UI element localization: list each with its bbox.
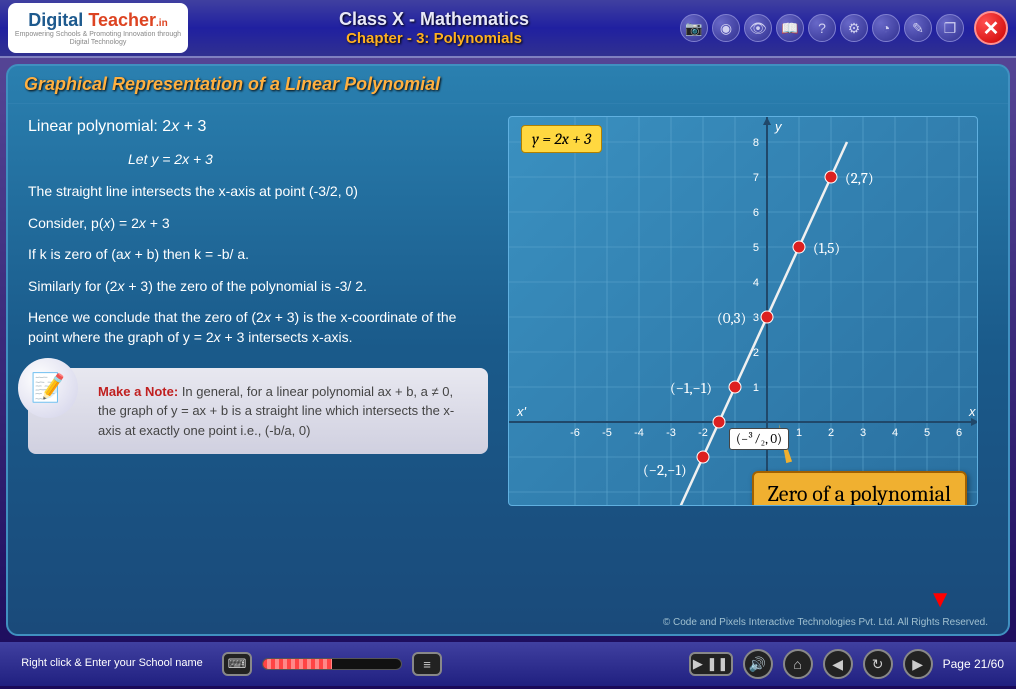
- svg-text:8: 8: [753, 137, 759, 149]
- class-title: Class X - Mathematics: [188, 9, 680, 30]
- logo: Digital Teacher.in Empowering Schools & …: [8, 3, 188, 53]
- svg-text:-4: -4: [634, 427, 644, 439]
- section-title: Graphical Representation of a Linear Pol…: [8, 66, 1008, 104]
- svg-text:7: 7: [753, 172, 759, 184]
- svg-text:3: 3: [753, 312, 759, 324]
- line-1: Linear polynomial: 2x + 3: [28, 116, 488, 138]
- chapter-title: Chapter - 3: Polynomials: [188, 30, 680, 47]
- sound-button[interactable]: 🔊: [743, 649, 773, 679]
- logo-word-1: Digital: [28, 10, 83, 30]
- clock-icon[interactable]: ◔: [872, 14, 900, 42]
- copyright: © Code and Pixels Interactive Technologi…: [663, 617, 988, 628]
- header-bar: Digital Teacher.in Empowering Schools & …: [0, 0, 1016, 58]
- note-title: Make a Note:: [98, 384, 182, 399]
- svg-text:1: 1: [753, 382, 759, 394]
- svg-text:-3: -3: [666, 427, 676, 439]
- list-icon[interactable]: ≡: [412, 652, 442, 676]
- svg-text:3: 3: [860, 427, 866, 439]
- svg-text:-2: -2: [698, 427, 708, 439]
- graph-column: y = 2x + 3 -6-5-4-3-2-112345612345678xx'…: [508, 116, 988, 582]
- tool-icon[interactable]: ✎: [904, 14, 932, 42]
- svg-text:y: y: [774, 119, 783, 134]
- line-3: Consider, p(x) = 2x + 3: [28, 214, 488, 234]
- svg-text:(1,5): (1,5): [813, 239, 840, 257]
- gear-icon[interactable]: ⚙: [840, 14, 868, 42]
- svg-text:5: 5: [924, 427, 930, 439]
- reload-button[interactable]: ↻: [863, 649, 893, 679]
- play-pause-button[interactable]: ▶ ❚❚: [689, 652, 733, 676]
- progress-bar[interactable]: [262, 658, 402, 670]
- eye-icon[interactable]: 👁: [744, 14, 772, 42]
- svg-text:-5: -5: [602, 427, 612, 439]
- camera-icon[interactable]: 📷: [680, 14, 708, 42]
- disc-icon[interactable]: ◉: [712, 14, 740, 42]
- note-box: 📝 Make a Note: In general, for a linear …: [28, 368, 488, 455]
- note-icon: 📝: [18, 358, 78, 418]
- window-icon[interactable]: ❐: [936, 14, 964, 42]
- toolbar: 📷 ◉ 👁 📖 ? ⚙ ◔ ✎ ❐: [680, 14, 964, 42]
- svg-text:-6: -6: [570, 427, 580, 439]
- svg-text:x: x: [968, 404, 976, 419]
- content-panel: Graphical Representation of a Linear Pol…: [6, 64, 1010, 636]
- book-icon[interactable]: 📖: [776, 14, 804, 42]
- zero-point-label: (−³⁄₂, 0): [729, 428, 789, 450]
- next-button[interactable]: ▶: [903, 649, 933, 679]
- logo-word-2: Teacher: [88, 10, 156, 30]
- let-equation: Let y = 2x + 3: [28, 150, 488, 170]
- svg-text:5: 5: [753, 242, 759, 254]
- line-5: Similarly for (2x + 3) the zero of the p…: [28, 277, 488, 297]
- line-6: Hence we conclude that the zero of (2x +…: [28, 308, 488, 347]
- svg-text:x': x': [516, 404, 527, 419]
- body-area: Linear polynomial: 2x + 3 Let y = 2x + 3…: [8, 104, 1008, 594]
- title-area: Class X - Mathematics Chapter - 3: Polyn…: [188, 9, 680, 47]
- svg-text:(−1,−1): (−1,−1): [670, 379, 712, 397]
- line-4: If k is zero of (ax + b) then k = -b/ a.: [28, 245, 488, 265]
- close-button[interactable]: ✕: [974, 11, 1008, 45]
- svg-text:2: 2: [828, 427, 834, 439]
- zero-badge: Zero of a polynomial: [752, 471, 967, 506]
- svg-text:6: 6: [956, 427, 962, 439]
- svg-text:4: 4: [753, 277, 759, 289]
- logo-tagline: Empowering Schools & Promoting Innovatio…: [8, 31, 188, 46]
- page-indicator: Page 21/60: [943, 657, 1004, 671]
- footer-bar: Right click & Enter your School name ⌨ ≡…: [0, 642, 1016, 686]
- svg-text:4: 4: [892, 427, 898, 439]
- keyboard-icon[interactable]: ⌨: [222, 652, 252, 676]
- svg-text:(0,3): (0,3): [717, 309, 746, 327]
- text-column: Linear polynomial: 2x + 3 Let y = 2x + 3…: [28, 116, 488, 582]
- svg-text:(2,7): (2,7): [845, 169, 874, 187]
- logo-suffix: .in: [156, 18, 168, 29]
- line-2: The straight line intersects the x-axis …: [28, 182, 488, 202]
- svg-text:1: 1: [796, 427, 802, 439]
- prev-button[interactable]: ◀: [823, 649, 853, 679]
- svg-text:(−2,−1): (−2,−1): [643, 461, 687, 479]
- school-name-hint[interactable]: Right click & Enter your School name: [12, 657, 212, 670]
- next-arrow-icon[interactable]: ▼: [928, 586, 952, 614]
- home-button[interactable]: ⌂: [783, 649, 813, 679]
- equation-badge: y = 2x + 3: [521, 125, 602, 153]
- help-icon[interactable]: ?: [808, 14, 836, 42]
- progress-fill: [263, 659, 332, 669]
- svg-text:6: 6: [753, 207, 759, 219]
- graph-box: y = 2x + 3 -6-5-4-3-2-112345612345678xx'…: [508, 116, 978, 506]
